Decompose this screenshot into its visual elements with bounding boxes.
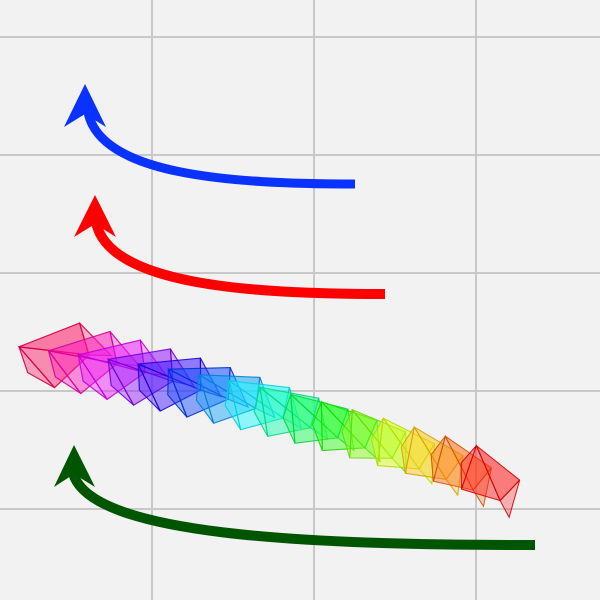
pyramid-face <box>47 350 82 395</box>
pyramid-16 <box>460 444 521 519</box>
pyramid-15 <box>430 434 493 508</box>
pyramid-face <box>400 426 415 474</box>
arrows-group <box>54 84 536 550</box>
pyramid-face <box>18 346 56 389</box>
pyramid-face <box>167 368 188 418</box>
pyramid-face <box>107 359 135 406</box>
pyramid-face <box>311 401 323 451</box>
pyramid-face <box>341 409 353 459</box>
green-curved-arrow <box>54 445 536 550</box>
pyramid-14 <box>400 425 464 497</box>
pyramid-face <box>472 467 492 508</box>
pyramid-face <box>282 394 296 444</box>
pyramid-face <box>430 435 446 482</box>
pyramid-trail <box>17 322 521 519</box>
pyramid-face <box>195 374 215 424</box>
pyramid-face <box>499 479 521 519</box>
red-curved-arrow <box>74 195 386 299</box>
pyramid-face <box>445 455 464 497</box>
blue-curved-arrow <box>64 84 356 189</box>
pyramid-face <box>370 417 384 466</box>
pyramid-face <box>460 445 477 490</box>
pyramid-face <box>77 354 108 400</box>
pyramid-face <box>253 387 269 437</box>
pyramid-face <box>224 380 242 431</box>
pyramid-face <box>137 363 161 412</box>
pyramid-10 <box>282 392 355 452</box>
